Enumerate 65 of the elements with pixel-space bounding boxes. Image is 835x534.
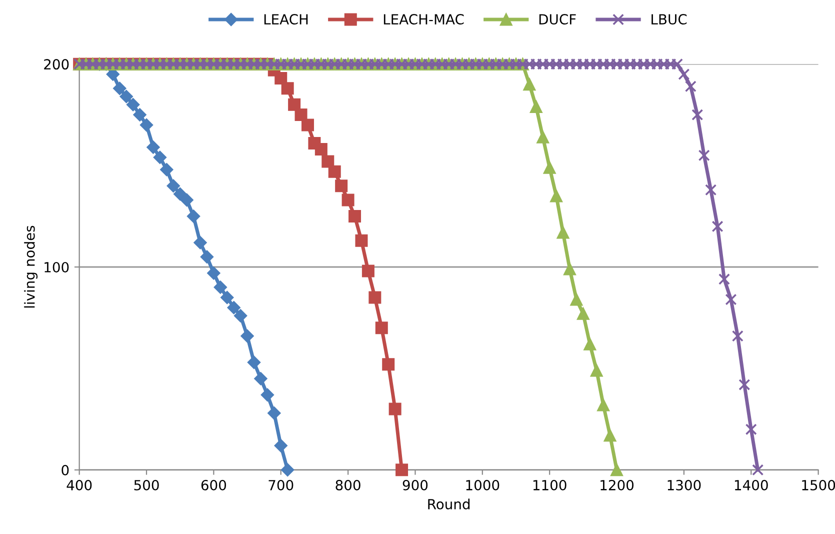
point (368, 291, 382, 304)
x-tick-label: 800 (336, 480, 360, 490)
point (180, 193, 194, 207)
point (200, 250, 214, 264)
point (220, 290, 234, 304)
x-tick-label: 400 (66, 480, 92, 490)
point (227, 300, 240, 314)
y-tick-label: 0 (62, 464, 69, 476)
point (280, 463, 294, 477)
point (113, 82, 126, 96)
x-tick-label: 600 (201, 480, 226, 490)
point (362, 264, 374, 278)
x-axis-title: Round (428, 498, 470, 510)
point (281, 82, 294, 95)
point (388, 402, 402, 416)
x-tick-label: 1400 (734, 480, 768, 490)
point (194, 236, 207, 250)
point (314, 143, 328, 156)
point (294, 108, 308, 122)
y-axis-title: living nodes (24, 226, 38, 308)
point (186, 210, 200, 223)
x-tick-label: 1500 (802, 480, 835, 490)
point (140, 118, 154, 132)
point (146, 140, 160, 154)
x-tick-label: 1000 (466, 480, 500, 490)
point (247, 356, 261, 369)
legend-label: LBUC (652, 14, 687, 25)
point (396, 464, 408, 476)
point (260, 388, 274, 402)
x-tick-label: 1100 (533, 480, 566, 490)
point (382, 358, 395, 371)
point (288, 98, 301, 111)
point (133, 108, 146, 122)
point (328, 165, 341, 178)
point (166, 179, 180, 192)
y-tick-label: 100 (44, 262, 69, 272)
point (335, 180, 348, 192)
point (322, 155, 334, 168)
legend-label: LEACH-MAC (384, 14, 464, 25)
point (153, 150, 167, 164)
x-tick-label: 1300 (668, 480, 701, 490)
x-tick-label: 1200 (600, 480, 634, 490)
point (375, 322, 388, 334)
point (355, 234, 368, 247)
point (120, 90, 133, 104)
x-tick-label: 500 (134, 480, 159, 490)
x-tick-label: 900 (402, 480, 428, 490)
point (214, 280, 227, 294)
point (268, 406, 281, 420)
point (207, 266, 220, 280)
point (240, 329, 254, 343)
y-tick-label: 200 (44, 59, 69, 70)
point (274, 438, 288, 452)
point (160, 163, 174, 176)
point (348, 210, 362, 223)
point (301, 118, 314, 132)
point (342, 194, 354, 206)
x-tick-label: 700 (268, 480, 294, 490)
point (234, 309, 248, 322)
point (174, 187, 187, 201)
point (254, 372, 268, 386)
point (126, 98, 140, 112)
point (274, 72, 288, 85)
legend-label: LEACH (264, 14, 308, 25)
legend-label: DUCF (539, 14, 576, 25)
